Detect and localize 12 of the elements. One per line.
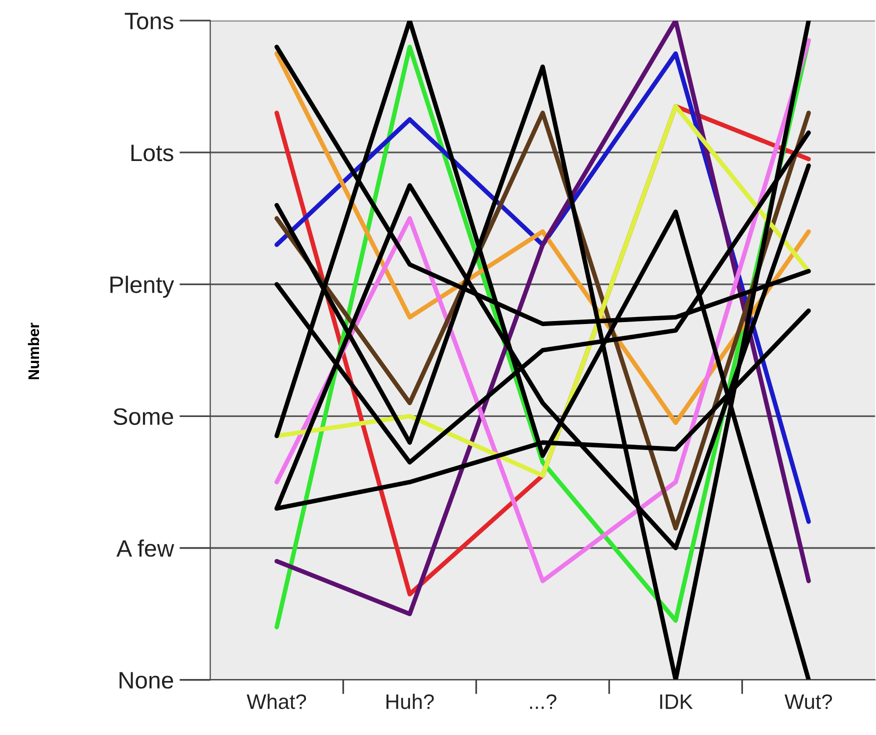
x-tick-label: IDK xyxy=(660,694,693,709)
category-label: A few xyxy=(116,539,174,557)
category-label: None xyxy=(120,672,174,689)
text: Number xyxy=(28,322,40,380)
category-label: Some xyxy=(114,408,174,425)
category-label: Lots xyxy=(131,144,174,162)
x-tick-label: ...? xyxy=(530,694,556,709)
x-tick-label: Wut? xyxy=(784,694,832,710)
x-tick-label: Huh? xyxy=(386,694,434,710)
x-tick-label: What? xyxy=(246,694,306,710)
category-label: Plenty xyxy=(110,276,174,298)
category-label: Tons xyxy=(124,12,174,30)
